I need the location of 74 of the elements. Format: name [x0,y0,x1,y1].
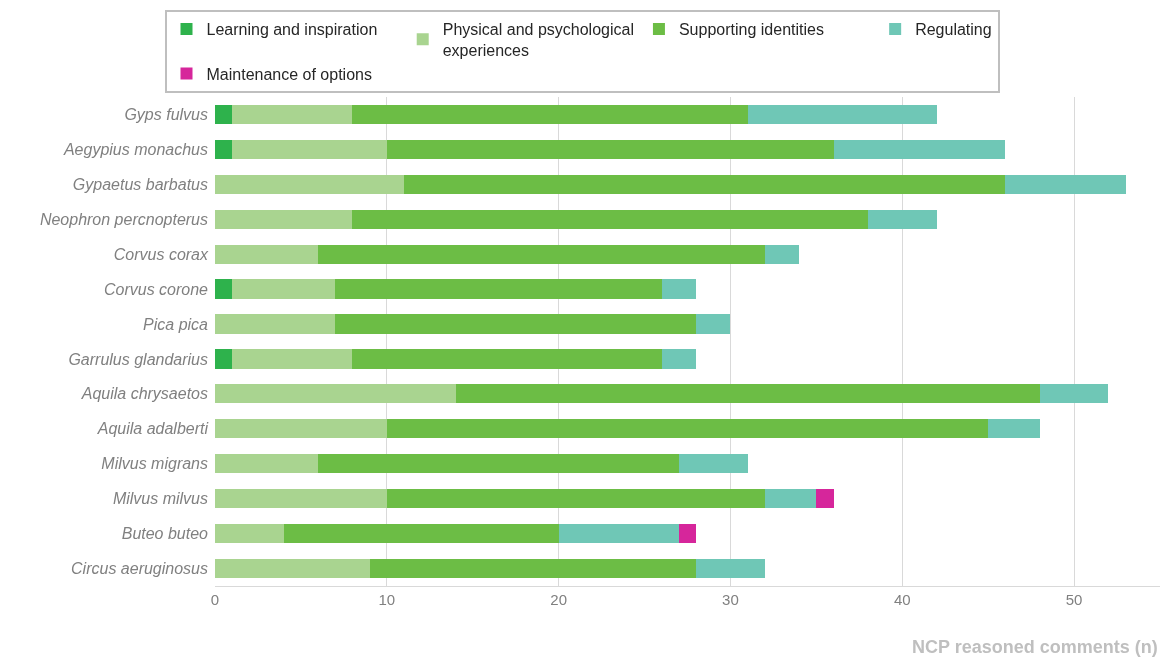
bar [678,524,697,544]
bar [369,558,697,579]
bar [232,139,387,159]
bar [678,454,748,474]
y-tick-label: Aquila adalberti [96,420,209,438]
bar [455,384,1040,404]
y-tick-label: Corvus corone [103,280,209,298]
bar [696,314,731,334]
x-tick-label: 30 [722,591,739,608]
x-tick-label: 0 [210,591,220,608]
y-tick-label: Circus aeruginosus [71,560,208,578]
bar [335,279,662,299]
bar [318,454,679,474]
bar [747,104,937,125]
bar [988,419,1040,439]
bar [215,209,353,229]
bar [558,524,679,544]
y-tick-label: Neophron percnopterus [39,210,208,228]
bar [215,558,370,579]
bar [215,174,404,194]
y-tick-label: Pica pica [143,315,209,333]
bar [1005,174,1126,194]
bar [283,524,559,544]
legend-label: Learning and inspiration [206,21,378,39]
legend-label: Maintenance of options [206,65,372,83]
bar [215,384,456,404]
y-tick-label: Corvus corax [113,245,209,263]
bar [833,139,1006,159]
legend-label: Supporting identities [678,21,824,39]
bar [215,349,233,369]
legend-label: Regulating [915,21,992,39]
bar [215,489,387,509]
x-tick-label: 20 [550,591,567,608]
bar [352,209,868,229]
y-tick-label: Aegypius monachus [62,140,208,158]
y-tick-label: Buteo buteo [121,525,209,543]
bar [215,104,233,125]
bar [386,489,765,509]
bar [386,139,834,159]
bar [215,244,319,264]
bar [1039,384,1109,404]
bar [232,104,353,125]
x-tick-label: 50 [1065,591,1083,608]
bar [816,489,834,509]
bar [215,314,336,334]
bar [352,349,662,369]
x-tick-label: 40 [893,591,911,608]
y-tick-label: Garrulus glandarius [68,350,208,368]
y-tick-label: Milvus migrans [101,455,208,473]
bar [696,558,765,579]
bar [232,349,353,369]
bar [661,349,697,369]
bar [215,454,319,474]
x-tick-label: 10 [378,591,396,608]
bar [867,209,937,229]
y-tick-label: Milvus milvus [112,490,208,508]
bar [764,244,800,264]
bar [215,139,233,159]
y-tick-label: Gypaetus barbatus [72,175,208,193]
bar [318,244,765,264]
bar [386,419,989,439]
bar [352,104,748,125]
bar [215,419,387,439]
x-axis-title: NCP reasoned comments (n) [912,637,1158,657]
bar [232,279,336,299]
bar [661,279,697,299]
y-tick-label: Aquila chrysaetos [80,385,208,403]
y-tick-label: Gyps fulvus [124,106,208,124]
bar [404,174,1006,194]
bar [335,314,697,334]
bar [215,279,233,299]
bar [764,489,817,509]
legend-label: Physical and psychological experiences [442,21,634,59]
bar [215,524,284,544]
